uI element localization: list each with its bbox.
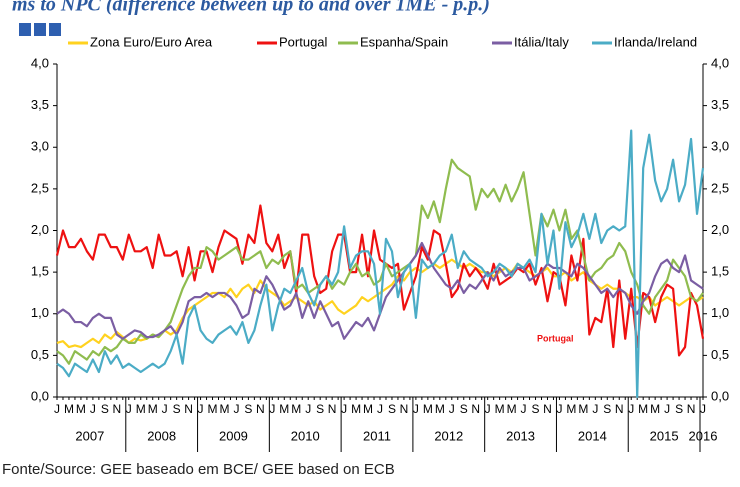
x-tick-label: J bbox=[377, 402, 383, 416]
x-tick-label: J bbox=[556, 402, 562, 416]
y2-tick-label: 4,0 bbox=[711, 55, 729, 70]
x-tick-label: J bbox=[126, 402, 132, 416]
x-tick-label: J bbox=[700, 402, 706, 416]
x-tick-label: N bbox=[687, 402, 696, 416]
y2-tick-label: 0,0 bbox=[711, 388, 729, 403]
x-tick-label: J bbox=[54, 402, 60, 416]
x-tick-label: J bbox=[233, 402, 239, 416]
x-tick-label: N bbox=[543, 402, 552, 416]
x-tick-label: S bbox=[244, 402, 252, 416]
year-label: 2010 bbox=[291, 428, 320, 443]
x-tick-label: J bbox=[162, 402, 168, 416]
source: Fonte/Source: GEE baseado em BCE/ GEE ba… bbox=[2, 461, 395, 478]
x-tick-label: J bbox=[664, 402, 670, 416]
x-tick-label: S bbox=[173, 402, 181, 416]
x-tick-label: J bbox=[485, 402, 491, 416]
x-tick-label: M bbox=[148, 402, 158, 416]
x-tick-label: M bbox=[64, 402, 74, 416]
y-tick-label: 3,5 bbox=[31, 97, 49, 112]
y-tick-label: 2,0 bbox=[31, 222, 49, 237]
y-tick-label: 3,0 bbox=[31, 139, 49, 154]
y2-tick-label: 2,0 bbox=[711, 222, 729, 237]
year-label: 2014 bbox=[578, 428, 607, 443]
series-line bbox=[56, 129, 705, 399]
legend-label: Itália/Italy bbox=[514, 34, 569, 49]
year-label: 2012 bbox=[434, 428, 463, 443]
icon-square bbox=[34, 23, 46, 36]
x-tick-label: J bbox=[413, 402, 419, 416]
x-tick-label: N bbox=[400, 402, 409, 416]
y-tick-label: 1,0 bbox=[31, 305, 49, 320]
x-tick-label: M bbox=[279, 402, 289, 416]
legend-label: Zona Euro/Euro Area bbox=[90, 34, 213, 49]
x-tick-label: M bbox=[507, 402, 517, 416]
x-tick-label: M bbox=[291, 402, 301, 416]
year-label: 2016 bbox=[689, 428, 718, 443]
x-tick-label: S bbox=[532, 402, 540, 416]
legend-label: Irlanda/Ireland bbox=[614, 34, 697, 49]
y2-tick-label: 1,5 bbox=[711, 264, 729, 279]
x-tick-label: M bbox=[208, 402, 218, 416]
year-label: 2015 bbox=[650, 428, 679, 443]
y-tick-label: 4,0 bbox=[31, 55, 49, 70]
x-tick-label: J bbox=[449, 402, 455, 416]
x-tick-label: J bbox=[592, 402, 598, 416]
y2-tick-label: 3,5 bbox=[711, 97, 729, 112]
legend-label: Espanha/Spain bbox=[360, 34, 448, 49]
x-tick-label: N bbox=[328, 402, 337, 416]
x-tick-label: S bbox=[101, 402, 109, 416]
x-tick-label: M bbox=[76, 402, 86, 416]
x-tick-label: N bbox=[471, 402, 480, 416]
x-tick-label: M bbox=[363, 402, 373, 416]
x-tick-label: M bbox=[351, 402, 361, 416]
x-tick-label: M bbox=[566, 402, 576, 416]
y2-tick-label: 2,5 bbox=[711, 180, 729, 195]
x-tick-label: M bbox=[638, 402, 648, 416]
y-tick-label: 0,5 bbox=[31, 347, 49, 362]
x-tick-label: J bbox=[305, 402, 311, 416]
x-tick-label: M bbox=[435, 402, 445, 416]
x-tick-label: J bbox=[341, 402, 347, 416]
x-tick-label: M bbox=[495, 402, 505, 416]
series-line bbox=[55, 204, 705, 357]
y2-tick-label: 1,0 bbox=[711, 305, 729, 320]
y-tick-label: 1,5 bbox=[31, 264, 49, 279]
year-label: 2009 bbox=[219, 428, 248, 443]
x-tick-label: M bbox=[578, 402, 588, 416]
x-tick-label: N bbox=[615, 402, 624, 416]
year-label: 2011 bbox=[363, 428, 391, 443]
x-tick-label: M bbox=[136, 402, 146, 416]
x-tick-label: M bbox=[423, 402, 433, 416]
x-tick-label: S bbox=[388, 402, 396, 416]
x-tick-label: J bbox=[521, 402, 527, 416]
legend-label: Portugal bbox=[279, 34, 328, 49]
y-tick-label: 0,0 bbox=[31, 388, 49, 403]
x-tick-label: S bbox=[460, 402, 468, 416]
x-tick-label: M bbox=[650, 402, 660, 416]
y2-tick-label: 0,5 bbox=[711, 347, 729, 362]
x-tick-label: J bbox=[198, 402, 204, 416]
x-tick-label: N bbox=[184, 402, 193, 416]
chart-title: ms to NPC (difference between up to and … bbox=[12, 0, 490, 16]
x-tick-label: S bbox=[675, 402, 683, 416]
y2-tick-label: 3,0 bbox=[711, 139, 729, 154]
year-label: 2008 bbox=[147, 428, 176, 443]
x-tick-label: J bbox=[628, 402, 634, 416]
icon-square bbox=[19, 23, 31, 36]
x-tick-label: J bbox=[90, 402, 96, 416]
x-tick-label: N bbox=[256, 402, 265, 416]
year-label: 2007 bbox=[75, 428, 104, 443]
x-tick-label: N bbox=[112, 402, 121, 416]
x-tick-label: J bbox=[269, 402, 275, 416]
icon-square bbox=[49, 23, 61, 36]
x-tick-label: M bbox=[219, 402, 229, 416]
y-tick-label: 2,5 bbox=[31, 180, 49, 195]
year-label: 2013 bbox=[506, 428, 535, 443]
x-tick-label: S bbox=[316, 402, 324, 416]
annotation: Portugal bbox=[537, 333, 574, 343]
x-tick-label: S bbox=[603, 402, 611, 416]
